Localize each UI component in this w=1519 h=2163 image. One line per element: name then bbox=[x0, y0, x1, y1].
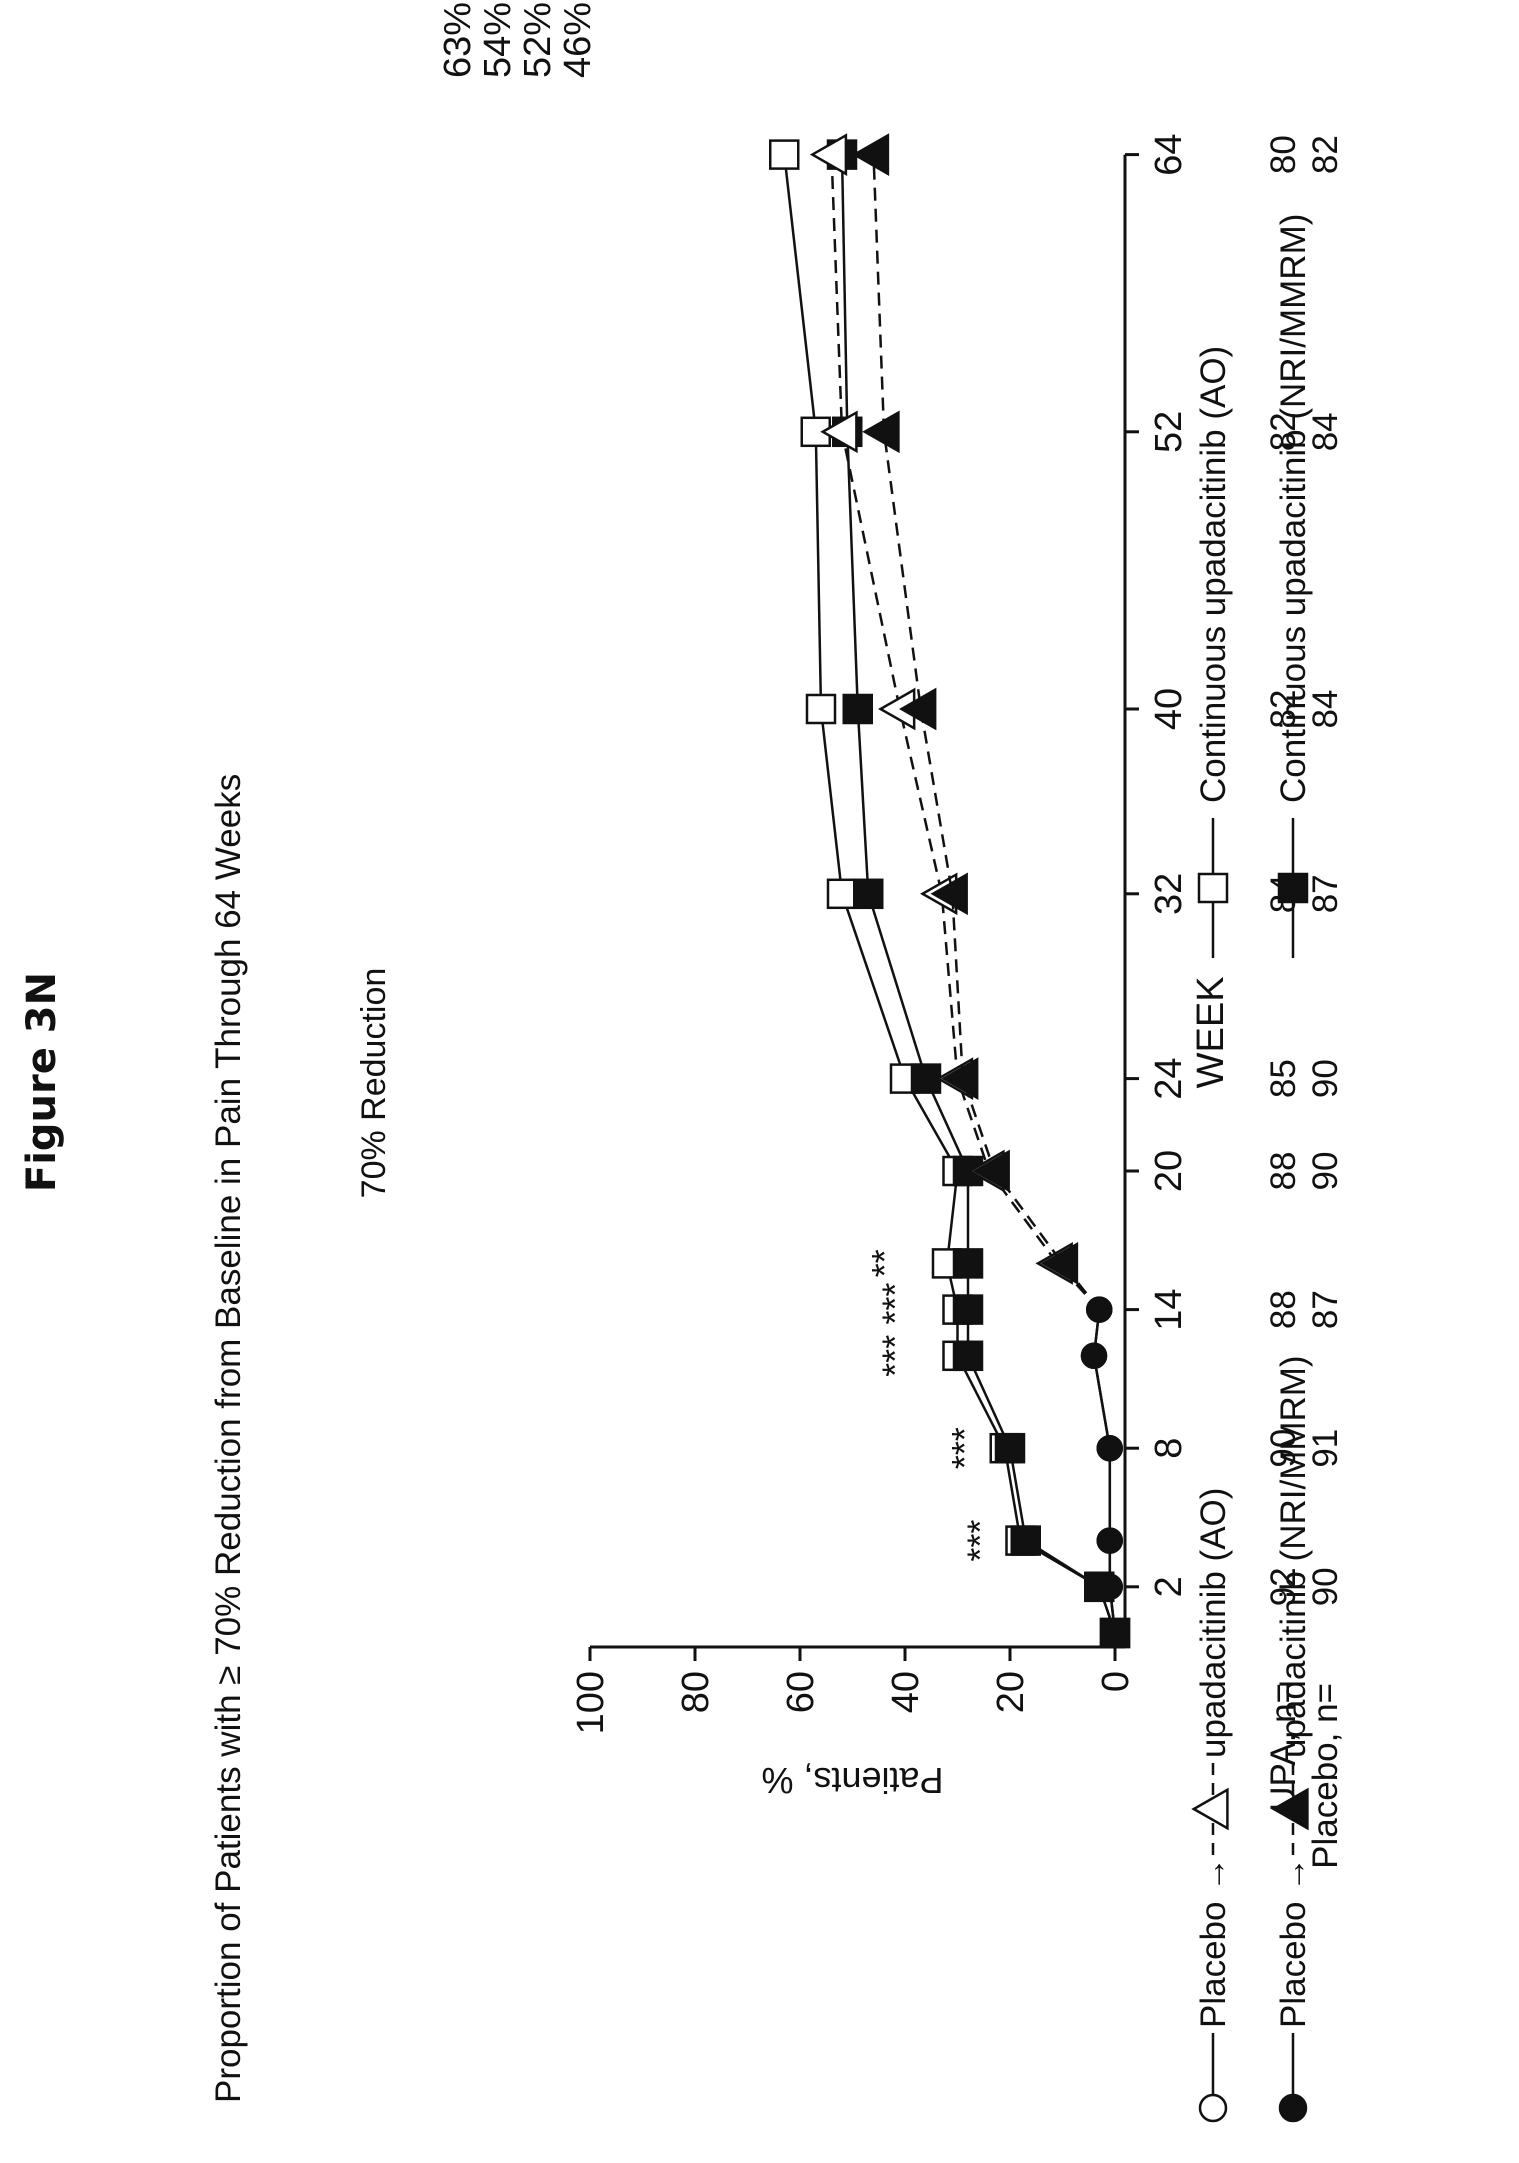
panel-title: 70% Reduction bbox=[355, 968, 393, 1199]
n-table-value: 80 bbox=[1264, 135, 1303, 174]
significance-label: *** bbox=[875, 1335, 916, 1377]
n-table-row-label: Placebo, n= bbox=[1306, 1683, 1345, 1869]
legend-marker bbox=[1271, 1787, 1309, 1831]
n-table-value: 90 bbox=[1306, 1567, 1345, 1606]
significance-label: *** bbox=[944, 1427, 985, 1469]
x-tick-label: 24 bbox=[1148, 1057, 1190, 1099]
y-tick-label: 0 bbox=[1095, 1671, 1137, 1692]
plot-area: 0 20 40 60 80 100 Patients, % 2 8 14 20 24 32 40 52 64 W… bbox=[437, 2, 1345, 2123]
significance-label: *** bbox=[875, 1283, 916, 1325]
x-tick-label: 2 bbox=[1148, 1576, 1190, 1597]
x-axis-label: WEEK bbox=[1190, 976, 1232, 1088]
series-point bbox=[899, 687, 937, 731]
figure-label: Figure 3N bbox=[19, 972, 65, 1192]
series-line bbox=[830, 154, 1101, 1311]
n-table-value: 88 bbox=[1264, 1290, 1303, 1329]
n-table-value: 84 bbox=[1306, 412, 1345, 451]
series-point bbox=[820, 410, 858, 454]
end-value-label: 54% bbox=[477, 2, 519, 78]
y-tick-label: 20 bbox=[990, 1671, 1032, 1713]
series-point bbox=[1101, 1619, 1129, 1647]
x-tick-label: 40 bbox=[1148, 688, 1190, 730]
y-axis-label: Patients, % bbox=[761, 1760, 943, 1801]
n-table-value: 92 bbox=[1264, 1567, 1303, 1606]
n-table-value: 84 bbox=[1306, 690, 1345, 729]
legend-text: Continuous upadacitinib (NRI/MMRM) bbox=[1274, 214, 1313, 803]
series-line bbox=[872, 154, 1101, 1311]
series-point bbox=[994, 1432, 1026, 1464]
end-value-label: 46% bbox=[557, 2, 599, 78]
legend-marker bbox=[1197, 872, 1229, 904]
legend-text: upadacitinib (NRI/MMRM) bbox=[1274, 1355, 1313, 1758]
significance-label: *** bbox=[960, 1520, 1001, 1562]
end-value-label: 52% bbox=[517, 2, 559, 78]
y-tick-label: 60 bbox=[780, 1671, 822, 1713]
series-point bbox=[972, 1149, 1010, 1193]
legend-marker bbox=[1198, 2093, 1228, 2123]
legend-text: Placebo → bbox=[1274, 1857, 1313, 2028]
y-tick-label: 40 bbox=[885, 1671, 927, 1713]
x-tick-label: 14 bbox=[1148, 1288, 1190, 1330]
series-point bbox=[952, 1340, 984, 1372]
n-table-value: 85 bbox=[1264, 1059, 1303, 1098]
series-point bbox=[842, 693, 873, 725]
chart-title: Proportion of Patients with ≥ 70% Reduct… bbox=[209, 774, 248, 2103]
series-point bbox=[769, 139, 800, 170]
series-point bbox=[1096, 1434, 1123, 1462]
series-point bbox=[1040, 1242, 1079, 1285]
significance-label: ** bbox=[864, 1249, 905, 1277]
series-point bbox=[952, 1294, 984, 1325]
series-point bbox=[930, 872, 968, 916]
n-table-value: 82 bbox=[1306, 135, 1345, 174]
n-table-value: 91 bbox=[1306, 1429, 1345, 1468]
n-table-row-label: UPA, n= bbox=[1264, 1683, 1303, 1812]
series-point bbox=[851, 133, 890, 176]
series-point bbox=[952, 1248, 984, 1279]
n-table-value: 90 bbox=[1306, 1059, 1345, 1098]
series-point bbox=[941, 1057, 979, 1100]
series-point bbox=[1096, 1573, 1123, 1601]
x-tick-label: 52 bbox=[1148, 411, 1190, 453]
x-tick-label: 32 bbox=[1148, 873, 1190, 915]
legend-marker bbox=[1278, 2093, 1308, 2123]
n-table-value: 88 bbox=[1264, 1152, 1303, 1191]
x-tick-label: 64 bbox=[1148, 133, 1190, 175]
n-table-value: 87 bbox=[1306, 1290, 1345, 1329]
series-point bbox=[809, 133, 848, 176]
series-point bbox=[826, 878, 858, 910]
legend-text: upadacitinib (AO) bbox=[1194, 1488, 1233, 1758]
x-tick-label: 8 bbox=[1148, 1438, 1190, 1459]
series-point bbox=[853, 878, 884, 910]
n-table-value: 90 bbox=[1264, 1429, 1303, 1468]
n-table-value: 82 bbox=[1264, 412, 1303, 451]
y-tick-label: 100 bbox=[570, 1671, 612, 1734]
x-tick-label: 20 bbox=[1148, 1150, 1190, 1192]
series-point bbox=[1096, 1527, 1123, 1554]
n-table-value: 87 bbox=[1306, 874, 1345, 913]
y-tick-label: 80 bbox=[675, 1671, 717, 1713]
legend-marker bbox=[1277, 872, 1309, 904]
legend-text: Continuous upadacitinib (AO) bbox=[1194, 346, 1233, 803]
n-table-value: 90 bbox=[1306, 1152, 1345, 1191]
series-point bbox=[1010, 1525, 1041, 1556]
n-table-value: 82 bbox=[1264, 690, 1303, 729]
end-value-label: 63% bbox=[437, 2, 479, 78]
series-point bbox=[862, 410, 900, 454]
series-point bbox=[1080, 1342, 1108, 1370]
series-point bbox=[805, 693, 837, 725]
legend-text: Placebo → bbox=[1194, 1857, 1233, 2028]
series-point bbox=[1086, 1296, 1113, 1323]
legend-marker bbox=[1191, 1787, 1229, 1831]
